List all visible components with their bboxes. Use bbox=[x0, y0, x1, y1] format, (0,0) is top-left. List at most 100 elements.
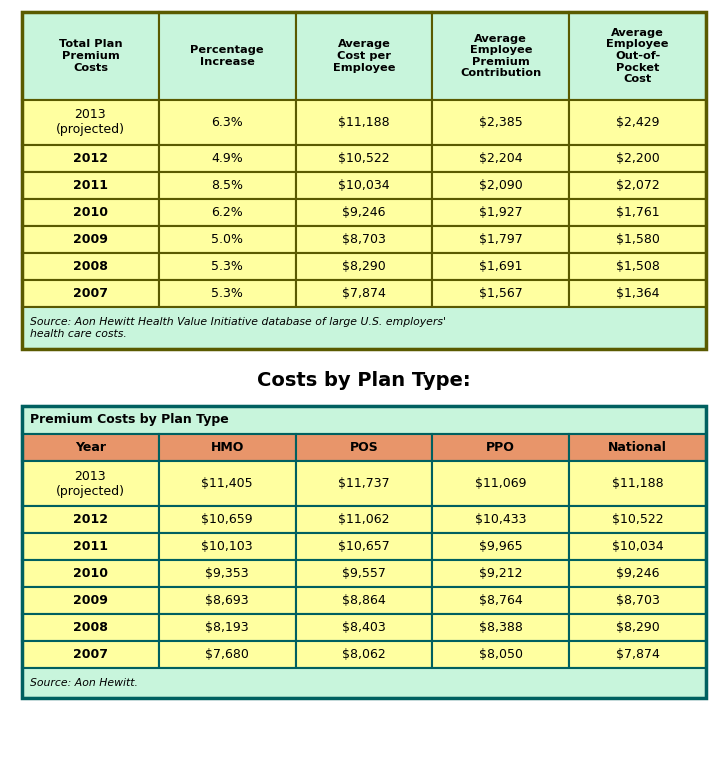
Bar bbox=[432, 12, 569, 100]
Bar bbox=[22, 560, 159, 587]
Bar bbox=[296, 434, 432, 461]
Bar bbox=[22, 461, 159, 506]
Bar bbox=[569, 199, 706, 226]
Bar bbox=[432, 506, 569, 533]
Bar bbox=[569, 280, 706, 307]
Text: $8,403: $8,403 bbox=[342, 621, 386, 634]
Bar bbox=[296, 614, 432, 641]
Bar bbox=[569, 461, 706, 506]
Text: $8,864: $8,864 bbox=[342, 594, 386, 607]
Bar bbox=[22, 172, 159, 199]
Text: 2007: 2007 bbox=[73, 287, 108, 300]
Bar bbox=[22, 12, 159, 100]
Bar bbox=[432, 560, 569, 587]
Bar bbox=[569, 533, 706, 560]
Text: 6.3%: 6.3% bbox=[211, 116, 243, 129]
Text: $8,062: $8,062 bbox=[342, 648, 386, 661]
Bar bbox=[296, 533, 432, 560]
Text: $11,405: $11,405 bbox=[202, 477, 253, 490]
Bar bbox=[159, 614, 296, 641]
Bar bbox=[432, 100, 569, 145]
Text: 4.9%: 4.9% bbox=[211, 152, 243, 165]
Text: 2013
(projected): 2013 (projected) bbox=[56, 109, 125, 137]
Bar bbox=[22, 406, 706, 434]
Text: $1,364: $1,364 bbox=[616, 287, 660, 300]
Text: POS: POS bbox=[349, 441, 379, 454]
Text: Average
Employee
Out-of-
Pocket
Cost: Average Employee Out-of- Pocket Cost bbox=[606, 28, 669, 84]
Bar bbox=[569, 641, 706, 668]
Text: Average
Employee
Premium
Contribution: Average Employee Premium Contribution bbox=[460, 33, 542, 78]
Bar bbox=[22, 280, 159, 307]
Bar bbox=[159, 560, 296, 587]
Text: $11,062: $11,062 bbox=[339, 513, 389, 526]
Text: 2008: 2008 bbox=[73, 260, 108, 273]
Bar bbox=[569, 226, 706, 253]
Bar bbox=[159, 434, 296, 461]
Bar bbox=[432, 172, 569, 199]
Bar bbox=[296, 461, 432, 506]
Text: $10,659: $10,659 bbox=[202, 513, 253, 526]
Text: $9,246: $9,246 bbox=[616, 567, 660, 580]
Text: Source: Aon Hewitt Health Value Initiative database of large U.S. employers'
hea: Source: Aon Hewitt Health Value Initiati… bbox=[30, 317, 446, 339]
Text: 6.2%: 6.2% bbox=[211, 206, 243, 219]
Bar bbox=[296, 506, 432, 533]
Text: 5.3%: 5.3% bbox=[211, 260, 243, 273]
Bar bbox=[159, 253, 296, 280]
Text: $8,703: $8,703 bbox=[616, 594, 660, 607]
Bar bbox=[159, 100, 296, 145]
Bar bbox=[159, 461, 296, 506]
Text: $2,385: $2,385 bbox=[479, 116, 523, 129]
Text: Year: Year bbox=[75, 441, 106, 454]
Bar bbox=[296, 226, 432, 253]
Text: $10,522: $10,522 bbox=[612, 513, 663, 526]
Bar bbox=[296, 641, 432, 668]
Bar bbox=[569, 100, 706, 145]
Bar bbox=[569, 434, 706, 461]
Text: $1,691: $1,691 bbox=[479, 260, 523, 273]
Text: $8,193: $8,193 bbox=[205, 621, 249, 634]
Text: $10,103: $10,103 bbox=[202, 540, 253, 553]
Bar bbox=[296, 280, 432, 307]
Bar bbox=[569, 12, 706, 100]
Bar bbox=[22, 253, 159, 280]
Text: 2010: 2010 bbox=[73, 567, 108, 580]
Bar bbox=[22, 614, 159, 641]
Text: $1,927: $1,927 bbox=[479, 206, 523, 219]
Text: $8,693: $8,693 bbox=[205, 594, 249, 607]
Text: $2,090: $2,090 bbox=[479, 179, 523, 192]
Text: $2,429: $2,429 bbox=[616, 116, 660, 129]
Bar bbox=[432, 253, 569, 280]
Bar bbox=[569, 614, 706, 641]
Bar bbox=[296, 253, 432, 280]
Text: $9,212: $9,212 bbox=[479, 567, 523, 580]
Bar bbox=[432, 199, 569, 226]
Bar bbox=[22, 641, 159, 668]
Text: Average
Cost per
Employee: Average Cost per Employee bbox=[333, 40, 395, 72]
Text: $10,433: $10,433 bbox=[475, 513, 526, 526]
Text: $8,290: $8,290 bbox=[616, 621, 660, 634]
Bar bbox=[296, 199, 432, 226]
Bar bbox=[22, 100, 159, 145]
Text: 2009: 2009 bbox=[73, 594, 108, 607]
Bar bbox=[569, 253, 706, 280]
Text: $11,069: $11,069 bbox=[475, 477, 526, 490]
Text: $10,034: $10,034 bbox=[339, 179, 389, 192]
Bar bbox=[296, 172, 432, 199]
Bar bbox=[22, 307, 706, 349]
Text: $10,522: $10,522 bbox=[339, 152, 389, 165]
Text: Source: Aon Hewitt.: Source: Aon Hewitt. bbox=[30, 678, 138, 688]
Bar bbox=[432, 533, 569, 560]
Bar bbox=[22, 434, 159, 461]
Text: Costs by Plan Type:: Costs by Plan Type: bbox=[257, 371, 471, 391]
Text: $9,965: $9,965 bbox=[479, 540, 523, 553]
Text: $2,204: $2,204 bbox=[479, 152, 523, 165]
Text: Total Plan
Premium
Costs: Total Plan Premium Costs bbox=[58, 40, 122, 72]
Text: $11,188: $11,188 bbox=[339, 116, 389, 129]
Text: $8,703: $8,703 bbox=[342, 233, 386, 246]
Text: $8,764: $8,764 bbox=[479, 594, 523, 607]
Bar bbox=[432, 587, 569, 614]
Text: $10,034: $10,034 bbox=[612, 540, 663, 553]
Bar bbox=[432, 434, 569, 461]
Text: 2009: 2009 bbox=[73, 233, 108, 246]
Text: 2011: 2011 bbox=[73, 179, 108, 192]
